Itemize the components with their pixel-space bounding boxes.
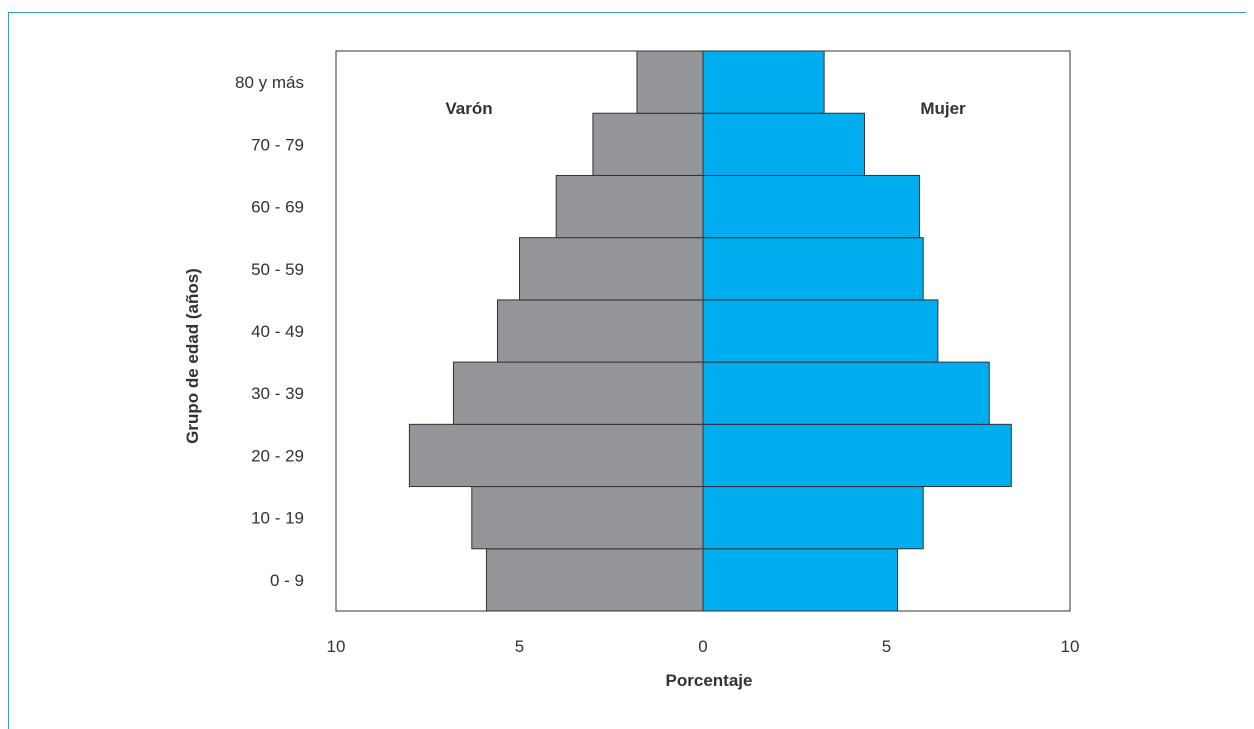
- male-bars: [408, 50, 704, 612]
- bar-male-5: [519, 237, 704, 301]
- bar-female-0: [702, 548, 899, 612]
- bar-male-6: [555, 174, 704, 239]
- bar-female-1: [702, 486, 924, 550]
- y-tick-label-7: 70 - 79: [251, 135, 304, 154]
- x-axis-title: Porcentaje: [666, 671, 753, 690]
- x-tick-label-4: 10: [1061, 637, 1080, 656]
- y-tick-label-0: 0 - 9: [270, 571, 304, 590]
- bar-male-0: [485, 548, 704, 612]
- x-tick-label-3: 5: [882, 637, 891, 656]
- series-label-female: Mujer: [920, 99, 966, 118]
- y-tick-label-4: 40 - 49: [251, 322, 304, 341]
- x-tick-label-0: 10: [327, 637, 346, 656]
- bar-male-4: [496, 299, 704, 363]
- x-tick-label-2: 0: [698, 637, 707, 656]
- y-tick-label-2: 20 - 29: [251, 446, 304, 465]
- y-tick-label-8: 80 y más: [235, 73, 304, 92]
- y-axis-title: Grupo de edad (años): [183, 268, 202, 444]
- bar-female-8: [702, 50, 825, 114]
- series-label-male: Varón: [445, 99, 492, 118]
- bar-male-3: [452, 361, 704, 425]
- y-tick-label-5: 50 - 59: [251, 260, 304, 279]
- y-tick-labels: 0 - 9 10 - 19 20 - 29 30 - 39 40 - 49 50 - 59…: [235, 73, 304, 590]
- frame-left-border: [8, 12, 9, 729]
- bar-male-1: [471, 486, 704, 550]
- bar-female-2: [702, 423, 1012, 488]
- bar-male-2: [408, 423, 704, 488]
- x-tick-labels: 10 5 0 5 10: [327, 637, 1080, 656]
- bar-female-6: [702, 174, 921, 239]
- frame-top-border: [8, 12, 1246, 13]
- bar-male-8: [636, 50, 704, 114]
- bar-female-4: [702, 299, 939, 363]
- bar-female-3: [702, 361, 990, 425]
- x-tick-label-1: 5: [515, 637, 524, 656]
- female-bars: [702, 50, 1012, 612]
- bar-female-5: [702, 237, 924, 301]
- y-tick-label-3: 30 - 39: [251, 384, 304, 403]
- bar-male-7: [592, 112, 704, 176]
- bar-female-7: [702, 112, 865, 176]
- y-tick-label-6: 60 - 69: [251, 198, 304, 217]
- y-tick-label-1: 10 - 19: [251, 509, 304, 528]
